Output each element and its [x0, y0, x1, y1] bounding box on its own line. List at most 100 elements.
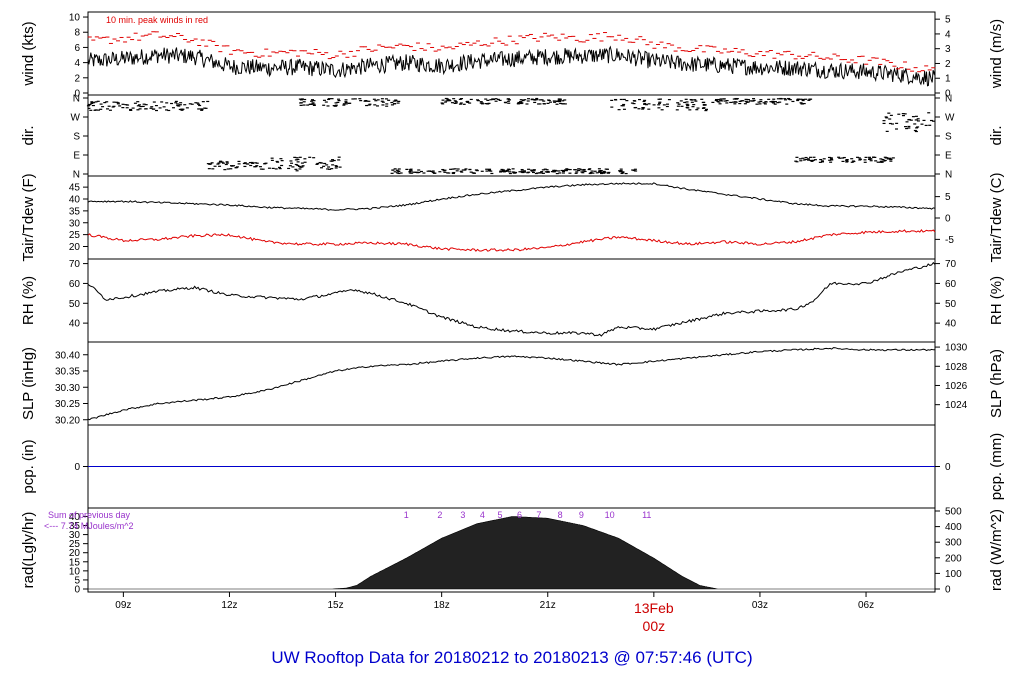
panel-rh: RH (%) RH (%) 40 50 60 70 40 50 60 70: [20, 258, 1005, 343]
tick-label-right: 400: [945, 522, 962, 533]
ylabel-left: dir.: [20, 125, 37, 145]
tick-label-right: 1030: [945, 343, 968, 354]
tick-label-left: 30: [69, 218, 81, 229]
tick-label-right: 50: [945, 299, 957, 310]
ylabel-right: dir.: [988, 125, 1005, 145]
x-tick-label: 21z: [540, 600, 556, 611]
tick-label-left: 15: [69, 557, 81, 568]
hour-label: 2: [437, 510, 442, 520]
wind_speed-line: [87, 45, 936, 87]
tick-label-left: 50: [69, 299, 81, 310]
x-tick-label: 12z: [221, 600, 237, 611]
tick-label-right: 40: [945, 319, 957, 330]
tick-label-right: N: [945, 170, 952, 181]
hour-label: 11: [642, 510, 651, 520]
tick-label-right: 100: [945, 569, 962, 580]
tick-label-right: 2: [945, 59, 951, 70]
ylabel-left: SLP (inHg): [20, 347, 37, 420]
hour-label: 1: [404, 510, 409, 520]
tick-label-left: 2: [74, 73, 80, 84]
tick-label-left: 30.20: [55, 415, 80, 426]
tick-label-left: 20: [69, 242, 81, 253]
panel-frame: [87, 11, 936, 96]
tick-label-left: W: [71, 113, 81, 124]
hour-label: 5: [497, 510, 502, 520]
tick-label-left: 30.30: [55, 383, 80, 394]
tick-label-left: 25: [69, 230, 81, 241]
tick-label-left: 30: [69, 530, 81, 541]
pressure-line: [87, 347, 935, 421]
panel-frame: [87, 507, 936, 593]
panel-wind: wind (kts) wind (m/s) 0 2 4 6 8 10 0 1 2 3 4 5: [20, 11, 1005, 100]
tick-label-left: 35: [69, 521, 81, 532]
tick-label-right: W: [945, 113, 955, 124]
hour-label: 7: [536, 510, 541, 520]
tick-label-right: 1024: [945, 400, 968, 411]
tick-label-left: 25: [69, 539, 81, 550]
panel-rad: rad(Lgly/hr) rad (W/m^2)05101520253035400…: [20, 507, 1005, 596]
panel-frame: [87, 258, 936, 343]
x-tick-label: 03z: [752, 600, 768, 611]
x-axis: 09z 12z 15z 18z 21z 03z 06z 13Feb 00z: [115, 592, 874, 634]
hour-label: 4: [480, 510, 485, 520]
tick-label-left: 35: [69, 206, 81, 217]
tick-label-left: 30.25: [55, 399, 80, 410]
tick-label-left: 8: [74, 28, 80, 39]
figure-title: UW Rooftop Data for 20180212 to 20180213…: [271, 648, 753, 667]
dew_point-line: [87, 228, 936, 252]
tick-label-left: 0: [74, 585, 80, 596]
ylabel-right: Tair/Tdew (C): [988, 172, 1005, 262]
tick-label-left: 0: [74, 89, 80, 100]
ylabel-right: RH (%): [988, 276, 1005, 325]
tick-label-left: 70: [69, 259, 81, 270]
tick-label-right: E: [945, 151, 952, 162]
x-tick-label: 15z: [327, 600, 343, 611]
ylabel-right: pcp. (mm): [988, 433, 1005, 501]
ylabel-right: wind (m/s): [988, 19, 1005, 89]
ylabel-left: wind (kts): [20, 21, 37, 86]
rel_humidity-line: [87, 261, 936, 337]
date-marker-hour: 00z: [643, 618, 666, 634]
air_temp-line: [87, 182, 936, 211]
tick-label-right: -5: [945, 235, 954, 246]
panel-frame: [87, 341, 936, 426]
ylabel-left: Tair/Tdew (F): [20, 173, 37, 261]
x-tick-label: 18z: [434, 600, 450, 611]
tick-label-left: 45: [69, 183, 81, 194]
tick-label-right: 0: [945, 214, 951, 225]
tick-label-right: 70: [945, 259, 957, 270]
tick-label-left: 40: [69, 195, 81, 206]
hour-label: 6: [517, 510, 522, 520]
hour-label: 9: [579, 510, 584, 520]
tick-label-left: N: [73, 94, 80, 105]
tick-label-left: E: [73, 151, 80, 162]
wind-note: 10 min. peak winds in red: [106, 15, 208, 25]
tick-label-left: 10: [69, 566, 81, 577]
tick-label-right: 3: [945, 44, 951, 55]
tick-label-right: 500: [945, 507, 962, 518]
date-marker-day: 13Feb: [634, 600, 674, 616]
ylabel-left: pcp. (in): [20, 439, 37, 493]
ylabel-left: RH (%): [20, 276, 37, 325]
x-tick-label: 06z: [858, 600, 874, 611]
rad-note-line1: Sum of previous day: [48, 510, 131, 520]
tick-label-right: 0: [945, 462, 951, 473]
tick-label-left: 20: [69, 548, 81, 559]
tick-label-right: 1026: [945, 381, 968, 392]
panel-frame: [87, 175, 936, 260]
tick-label-right: 1: [945, 74, 951, 85]
tick-label-left: 30.35: [55, 367, 80, 378]
tick-label-left: 10: [69, 13, 81, 24]
tick-label-right: 0: [945, 585, 951, 596]
ylabel-right: rad (W/m^2): [988, 509, 1005, 591]
x-tick-label: 09z: [115, 600, 131, 611]
hour-label: 8: [558, 510, 563, 520]
tick-label-left: 30.40: [55, 350, 80, 361]
panel-frame: [87, 94, 936, 177]
tick-label-right: 5: [945, 15, 951, 26]
tick-label-left: 40: [69, 319, 81, 330]
tick-label-left: 6: [74, 43, 80, 54]
